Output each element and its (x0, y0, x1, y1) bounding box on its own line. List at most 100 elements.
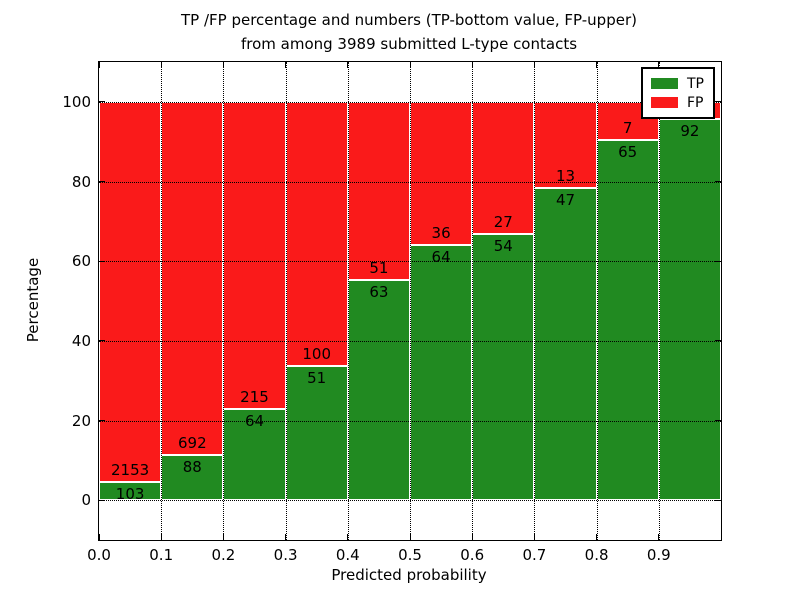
y-tick-mark (99, 420, 105, 421)
tp-bar-segment (223, 408, 286, 501)
vertical-gridline (596, 62, 598, 540)
x-tick-mark (533, 62, 535, 68)
y-tick-mark (99, 340, 105, 342)
x-tick-label: 0.9 (646, 546, 671, 564)
vertical-gridline (534, 62, 536, 540)
x-tick-label: 0.5 (398, 546, 422, 564)
y-tick-mark (99, 181, 105, 182)
x-tick-mark (596, 62, 598, 68)
fp-count-label: 13 (555, 167, 576, 186)
fp-bar-segment (99, 101, 162, 482)
x-tick-mark (658, 534, 660, 540)
y-tick-mark (99, 260, 105, 262)
legend-entry-tp: TP (651, 74, 704, 93)
x-tick-mark (160, 534, 162, 540)
x-tick-mark (222, 534, 224, 540)
tp-bar-segment (99, 481, 162, 501)
tp-bar-segment (472, 234, 535, 501)
vertical-gridline (223, 62, 225, 540)
fp-color-swatch-icon (651, 97, 678, 108)
fp-count-label: 7 (622, 119, 633, 138)
x-tick-mark (658, 62, 660, 68)
y-tick-mark (715, 181, 721, 182)
vertical-gridline (347, 62, 349, 540)
y-tick-label: 20 (71, 411, 91, 430)
tp-count-label: 103 (115, 484, 145, 503)
y-tick-mark (715, 499, 721, 501)
y-tick-label: 80 (71, 172, 91, 191)
plot-area: TP FP 0.0 0.1 0.2 0.3 0.4 0.5 0.6 0.7 0.8 0.9 0 20 4… (62, 61, 722, 564)
y-tick-label: 60 (71, 252, 91, 271)
y-tick-mark (715, 260, 721, 262)
tp-count-label: 92 (680, 121, 700, 140)
y-tick-mark (715, 340, 721, 342)
tp-count-label: 64 (244, 411, 265, 430)
tp-count-label: 51 (307, 368, 327, 387)
vertical-gridline (285, 62, 287, 540)
chart-title-line1: TP /FP percentage and numbers (TP-bottom… (181, 11, 637, 29)
x-tick-label: 0.8 (584, 546, 609, 564)
tp-bar-segment (161, 455, 224, 501)
vertical-gridline (472, 62, 474, 540)
tp-bar-segment (596, 140, 659, 501)
x-tick-mark (160, 62, 162, 68)
x-tick-mark (471, 62, 473, 68)
x-tick-mark (285, 534, 287, 540)
x-tick-mark (98, 534, 100, 540)
fp-count-label: 51 (369, 258, 389, 277)
tp-count-label: 65 (618, 143, 638, 162)
legend-label-fp: FP (687, 94, 704, 111)
fp-bar-segment (347, 101, 410, 280)
fp-count-label: 100 (302, 344, 332, 363)
tp-bar-segment (410, 245, 473, 501)
x-tick-label: 0.6 (460, 546, 485, 564)
x-tick-mark (98, 62, 100, 68)
vertical-gridline (161, 62, 163, 540)
x-tick-label: 0.1 (149, 546, 174, 564)
fp-count-label: 2153 (111, 460, 150, 479)
x-tick-label: 0.3 (273, 546, 298, 564)
x-tick-mark (533, 534, 535, 540)
y-tick-mark (715, 420, 721, 421)
tp-bar-segment (534, 188, 597, 501)
fp-count-label: 692 (177, 434, 207, 453)
fp-count-label: 215 (240, 387, 269, 406)
y-tick-label: 40 (71, 331, 91, 350)
tp-count-label: 64 (431, 248, 451, 267)
y-tick-label: 100 (62, 92, 91, 111)
x-axis-label: Predicted probability (331, 566, 487, 584)
fp-count-label: 36 (431, 224, 451, 243)
tp-color-swatch-icon (651, 78, 678, 89)
fp-count-label: 27 (493, 213, 513, 232)
legend-entry-fp: FP (651, 93, 704, 112)
x-tick-label: 0.4 (335, 546, 360, 564)
vertical-gridline (658, 62, 660, 540)
x-tick-mark (596, 534, 598, 540)
x-tick-mark (409, 534, 411, 540)
fp-bar-segment (285, 101, 348, 366)
x-tick-label: 0.0 (87, 546, 111, 564)
tp-bar-segment (658, 118, 721, 501)
tp-count-label: 54 (493, 237, 513, 256)
tp-count-label: 63 (369, 282, 389, 301)
vertical-gridline (410, 62, 411, 540)
y-tick-mark (99, 101, 105, 103)
chart-title-line2: from among 3989 submitted L-type contact… (240, 35, 578, 53)
tp-bar-segment (285, 365, 348, 501)
x-tick-mark (222, 62, 224, 68)
y-tick-mark (99, 499, 105, 501)
x-tick-mark (471, 534, 473, 540)
x-tick-mark (347, 534, 349, 540)
tp-count-label: 88 (182, 458, 202, 477)
tp-count-label: 47 (555, 191, 576, 210)
y-tick-mark (715, 101, 721, 103)
x-tick-mark (285, 62, 287, 68)
tp-bar-segment (347, 279, 410, 501)
x-tick-mark (409, 62, 411, 68)
chart-legend: TP FP (641, 67, 715, 119)
legend-label-tp: TP (687, 75, 704, 92)
fp-bar-segment (161, 101, 224, 456)
x-tick-mark (347, 62, 349, 68)
x-tick-label: 0.2 (211, 546, 236, 564)
x-tick-label: 0.7 (522, 546, 547, 564)
